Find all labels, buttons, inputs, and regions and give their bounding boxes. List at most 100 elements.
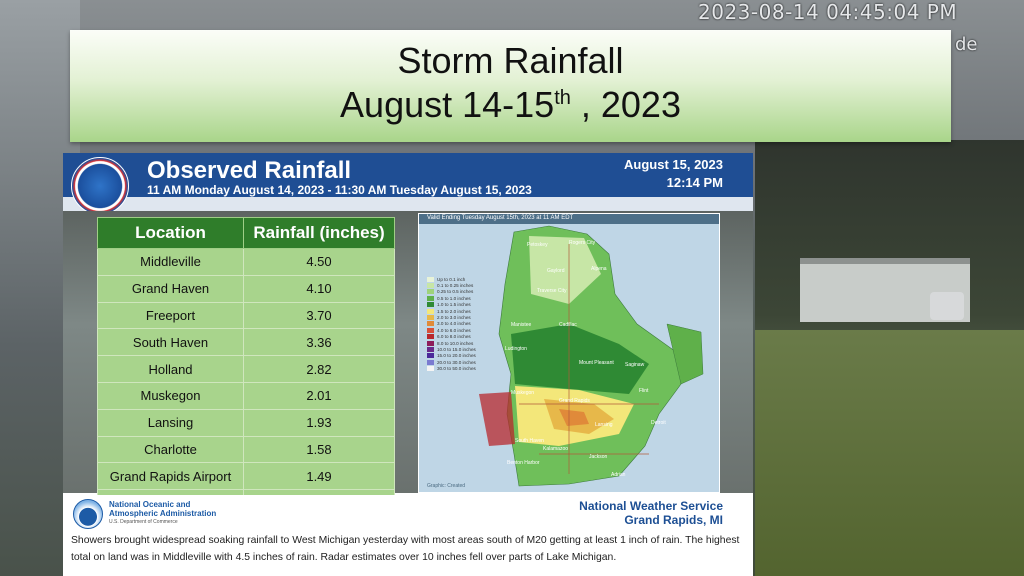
graphic-title: Observed Rainfall xyxy=(147,157,352,184)
map-city-label: Rogers City xyxy=(569,240,596,246)
legend-label: 6.0 to 8.0 inches xyxy=(437,334,471,340)
legend-item: 2.0 to 3.0 inches xyxy=(427,314,476,321)
rainfall-cell: 1.58 xyxy=(243,435,395,464)
background-lawn xyxy=(755,330,1024,576)
legend-item: 10.0 to 15.0 inches xyxy=(427,346,476,352)
map-title-bar xyxy=(419,214,719,224)
legend-swatch xyxy=(427,308,434,314)
legend-item: 20.0 to 30.0 inches xyxy=(427,359,476,365)
nws-office: Grand Rapids, MI xyxy=(624,513,723,527)
rainfall-cell: 3.70 xyxy=(243,301,395,330)
graphic-time: 12:14 PM xyxy=(666,175,723,190)
rainfall-table: Location Rainfall (inches) Middleville 4.… xyxy=(97,217,395,517)
legend-swatch xyxy=(427,295,434,301)
legend-item: 0.1 to 0.25 inches xyxy=(427,282,476,289)
legend-label: 1.0 to 1.5 inches xyxy=(437,302,471,308)
noaa-name-line1: National Oceanic and xyxy=(109,500,191,509)
legend-swatch xyxy=(427,346,434,352)
location-cell: Holland xyxy=(97,355,244,383)
table-row: Lansing 1.93 xyxy=(97,408,395,437)
rainfall-cell: 3.36 xyxy=(243,328,395,357)
central-dark-region xyxy=(511,324,649,394)
map-city-label: Manistee xyxy=(511,322,532,328)
legend-swatch xyxy=(427,276,434,282)
title-banner: Storm Rainfall August 14-15th , 2023 xyxy=(70,30,951,142)
camera-overlay-text: de xyxy=(955,34,978,55)
graphic-date: August 15, 2023 xyxy=(624,157,723,172)
map-city-label: Mount Pleasant xyxy=(579,360,614,366)
location-cell: South Haven xyxy=(97,328,244,357)
rainfall-map: Petoskey Rogers City Gaylord Alpena Traverse… xyxy=(418,213,720,493)
map-city-label: Detroit xyxy=(651,420,666,426)
graphic-footer: National Oceanic and Atmospheric Adminis… xyxy=(63,495,753,529)
legend-item: 8.0 to 10.0 inches xyxy=(427,340,476,346)
noaa-logo-icon xyxy=(73,499,103,529)
table-header-location: Location xyxy=(97,217,244,249)
map-valid-time: Valid Ending Tuesday August 15th, 2023 a… xyxy=(427,215,574,221)
background-car xyxy=(930,292,964,320)
legend-swatch xyxy=(427,340,434,346)
location-cell: Middleville xyxy=(97,248,244,276)
legend-label: 20.0 to 30.0 inches xyxy=(437,359,476,365)
map-city-label: Jackson xyxy=(589,454,608,460)
map-city-label: Grand Rapids xyxy=(559,398,590,404)
legend-label: Up to 0.1 inch xyxy=(437,276,466,282)
banner-date-suffix-sup: th xyxy=(554,87,571,109)
rainfall-cell: 4.50 xyxy=(243,248,395,276)
legend-swatch xyxy=(427,353,434,359)
rainfall-cell: 2.82 xyxy=(243,355,395,383)
map-city-label: Petoskey xyxy=(527,242,548,248)
rainfall-cell: 2.01 xyxy=(243,381,395,410)
location-cell: Grand Rapids Airport xyxy=(97,462,244,491)
south-heavy-region xyxy=(559,409,589,426)
table-row: Grand Rapids Airport 1.49 xyxy=(97,462,395,491)
legend-swatch xyxy=(427,302,434,308)
table-row: South Haven 3.36 xyxy=(97,328,395,357)
legend-swatch xyxy=(427,366,434,372)
map-city-label: Alpena xyxy=(591,266,607,272)
table-header-rainfall: Rainfall (inches) xyxy=(243,217,395,249)
table-row: Charlotte 1.58 xyxy=(97,435,395,464)
location-cell: Charlotte xyxy=(97,435,244,464)
legend-swatch xyxy=(427,289,434,295)
map-city-label: Adrian xyxy=(611,472,626,478)
map-credit: Graphic: Created xyxy=(427,483,466,489)
legend-item: 4.0 to 6.0 inches xyxy=(427,327,476,333)
rainfall-cell: 1.93 xyxy=(243,408,395,437)
legend-item: 0.25 to 0.5 inches xyxy=(427,289,476,295)
map-city-label: Cadillac xyxy=(559,322,577,328)
legend-label: 3.0 to 4.0 inches xyxy=(437,321,471,327)
map-legend: Up to 0.1 inch 0.1 to 0.25 inches 0.25 to … xyxy=(427,276,476,372)
table-row: Freeport 3.70 xyxy=(97,301,395,330)
map-city-label: South Haven xyxy=(515,438,544,444)
location-cell: Grand Haven xyxy=(97,274,244,303)
map-city-label: Kalamazoo xyxy=(543,446,568,452)
map-city-label: Flint xyxy=(639,388,649,394)
graphic-header xyxy=(63,153,753,197)
michigan-map-svg: Petoskey Rogers City Gaylord Alpena Traverse… xyxy=(419,214,719,487)
table-row: Middleville 4.50 xyxy=(97,248,395,276)
legend-swatch xyxy=(427,327,434,333)
noaa-name-line2: Atmospheric Administration xyxy=(109,509,217,518)
thumb-region xyxy=(666,323,704,385)
legend-label: 0.25 to 0.5 inches xyxy=(437,289,474,295)
legend-swatch xyxy=(427,359,434,365)
graphic-header-stripe xyxy=(63,197,753,211)
map-city-label: Traverse City xyxy=(537,288,567,294)
banner-date-prefix: August 14-15 xyxy=(340,84,555,125)
legend-item: 15.0 to 20.0 inches xyxy=(427,353,476,359)
table-row: Grand Haven 4.10 xyxy=(97,274,395,303)
legend-swatch xyxy=(427,315,434,321)
legend-label: 1.5 to 2.0 inches xyxy=(437,308,471,314)
legend-label: 4.0 to 6.0 inches xyxy=(437,327,471,333)
noaa-department: U.S. Department of Commerce xyxy=(109,519,178,525)
legend-item: 1.5 to 2.0 inches xyxy=(427,308,476,314)
table-row: Muskegon 2.01 xyxy=(97,381,395,410)
legend-label: 10.0 to 15.0 inches xyxy=(437,346,476,352)
nws-logo-icon xyxy=(71,157,129,215)
rainfall-cell: 1.49 xyxy=(243,462,395,491)
legend-item: 1.0 to 1.5 inches xyxy=(427,302,476,308)
observed-rainfall-graphic: Observed Rainfall 11 AM Monday August 14… xyxy=(63,153,753,576)
legend-swatch xyxy=(427,321,434,327)
legend-item: 0.5 to 1.0 inches xyxy=(427,295,476,301)
